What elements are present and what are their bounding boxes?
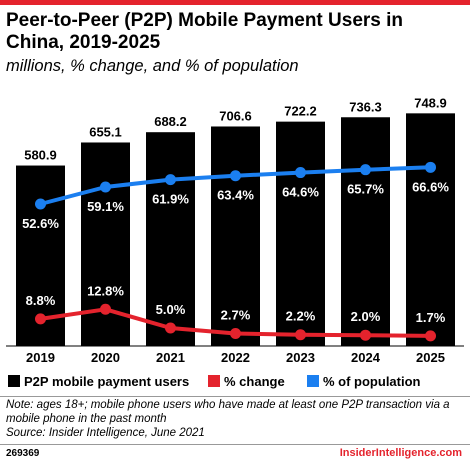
bar-2025 xyxy=(406,113,455,346)
change-label-2023: 2.2% xyxy=(286,309,316,324)
source-text: Source: Insider Intelligence, June 2021 xyxy=(6,427,205,439)
x-tick-2019: 2019 xyxy=(26,350,55,365)
x-tick-2020: 2020 xyxy=(91,350,120,365)
change-label-2022: 2.7% xyxy=(221,308,251,323)
note-divider xyxy=(0,396,470,397)
change-point-2023 xyxy=(295,329,306,341)
x-tick-2025: 2025 xyxy=(416,350,445,365)
population-point-2019 xyxy=(35,198,46,210)
change-point-2024 xyxy=(360,329,371,341)
bar-value-label-2019: 580.9 xyxy=(24,148,57,163)
population-label-2024: 65.7% xyxy=(347,182,384,197)
note-text: Note: ages 18+; mobile phone users who h… xyxy=(6,399,450,425)
bar-2022 xyxy=(211,126,260,346)
population-label-2019: 52.6% xyxy=(22,216,59,231)
chart-title: Peer-to-Peer (P2P) Mobile Payment Users … xyxy=(6,10,404,53)
population-point-2022 xyxy=(230,170,241,182)
brand-link[interactable]: InsiderIntelligence.com xyxy=(339,447,462,459)
bar-value-label-2020: 655.1 xyxy=(89,124,122,139)
population-label-2021: 61.9% xyxy=(152,192,189,207)
change-label-2019: 8.8% xyxy=(26,293,56,308)
x-tick-labels: 2019 2020 2021 2022 2023 2024 2025 xyxy=(26,350,445,365)
chart-id: 269369 xyxy=(6,448,40,459)
legend-swatch-users xyxy=(8,375,20,387)
population-point-2025 xyxy=(425,161,436,173)
bar-labels-layer: 580.9 655.1 688.2 706.6 722.2 736.3 748.9 xyxy=(24,95,447,162)
legend-swatch-population xyxy=(307,375,319,387)
bar-value-label-2021: 688.2 xyxy=(154,114,187,129)
population-point-2024 xyxy=(360,164,371,176)
brand-accent-bar xyxy=(0,0,470,5)
x-tick-2024: 2024 xyxy=(351,350,381,365)
legend-label-users: P2P mobile payment users xyxy=(24,374,189,389)
population-label-2020: 59.1% xyxy=(87,199,124,214)
footer-divider xyxy=(0,444,470,445)
x-tick-2022: 2022 xyxy=(221,350,250,365)
bar-2024 xyxy=(341,117,390,346)
change-point-2019 xyxy=(35,313,46,325)
legend-label-population: % of population xyxy=(323,374,421,389)
note-block: Note: ages 18+; mobile phone users who h… xyxy=(6,398,466,440)
lines-layer: 52.6% 59.1% 61.9% 63.4% 64.6% 65.7% 66.6% 8.8% 1… xyxy=(22,161,449,342)
bar-2021 xyxy=(146,132,195,346)
x-tick-2023: 2023 xyxy=(286,350,315,365)
change-label-2024: 2.0% xyxy=(351,309,381,324)
change-point-2021 xyxy=(165,322,176,334)
bar-value-label-2024: 736.3 xyxy=(349,99,382,114)
population-label-2022: 63.4% xyxy=(217,188,254,203)
bar-2023 xyxy=(276,121,325,346)
legend: P2P mobile payment users % change % of p… xyxy=(8,374,421,389)
bars-layer xyxy=(16,113,455,346)
chart-subtitle: millions, % change, and % of population xyxy=(6,57,299,75)
population-point-2020 xyxy=(100,181,111,193)
change-label-2025: 1.7% xyxy=(416,310,446,325)
bar-value-label-2022: 706.6 xyxy=(219,108,252,123)
change-label-2021: 5.0% xyxy=(156,302,186,317)
legend-swatch-change xyxy=(208,375,220,387)
x-tick-2021: 2021 xyxy=(156,350,185,365)
population-label-2025: 66.6% xyxy=(412,179,449,194)
population-point-2023 xyxy=(295,167,306,179)
change-point-2022 xyxy=(230,328,241,340)
bar-value-label-2023: 722.2 xyxy=(284,104,317,119)
change-point-2025 xyxy=(425,330,436,342)
change-point-2020 xyxy=(100,303,111,315)
bar-value-label-2025: 748.9 xyxy=(414,95,447,110)
population-label-2023: 64.6% xyxy=(282,185,319,200)
legend-label-change: % change xyxy=(224,374,285,389)
change-label-2020: 12.8% xyxy=(87,283,124,298)
chart-area: 580.9 655.1 688.2 706.6 722.2 736.3 748.9 52.6… xyxy=(6,95,464,389)
population-point-2021 xyxy=(165,174,176,186)
